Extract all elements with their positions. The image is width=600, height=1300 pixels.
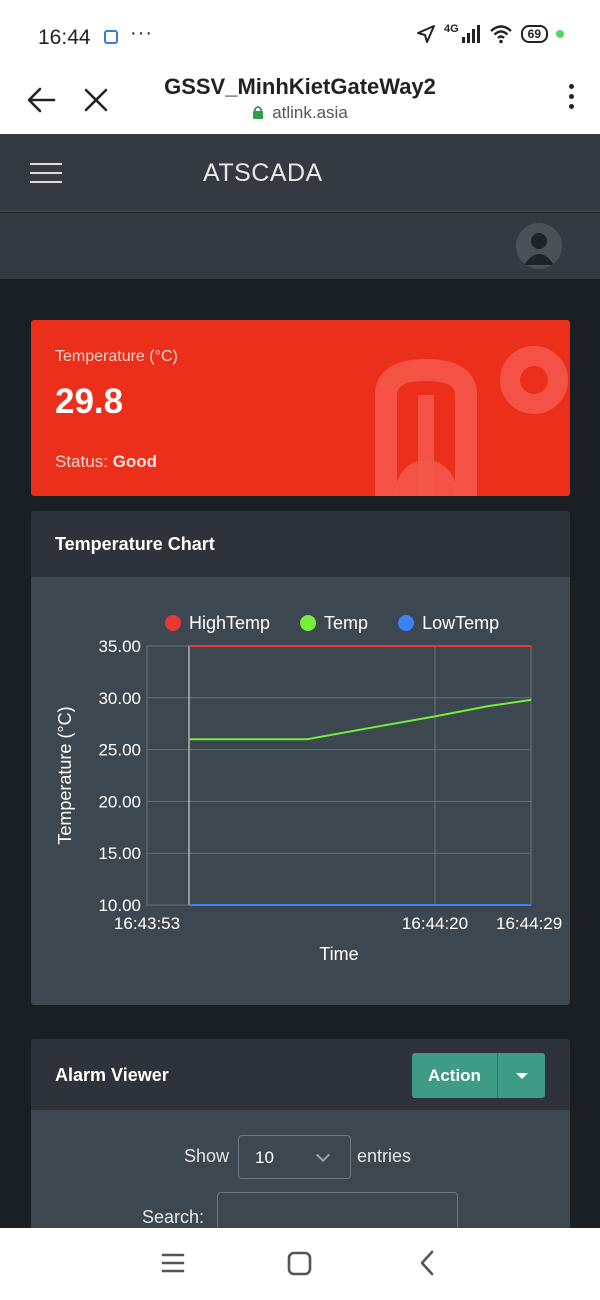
x-tick-label: 16:44:29 bbox=[496, 914, 562, 933]
status-label: Status: bbox=[55, 452, 113, 471]
url-text: atlink.asia bbox=[272, 103, 348, 122]
temperature-value: 29.8 bbox=[55, 382, 124, 421]
status-value: Good bbox=[112, 452, 158, 471]
entries-label: entries bbox=[357, 1146, 412, 1166]
y-axis-title: Temperature (°C) bbox=[55, 706, 75, 844]
privacy-dot bbox=[556, 30, 564, 38]
legend-label-temp: Temp bbox=[324, 613, 368, 633]
alarm-viewer-card: Alarm Viewer Action Show 10 entries Sear… bbox=[31, 1039, 570, 1239]
more-notifications-icon: ··· bbox=[130, 22, 153, 44]
legend-marker-lowtemp bbox=[398, 615, 415, 631]
arrow-left-icon[interactable] bbox=[26, 80, 56, 120]
temperature-card: Temperature (°C) 29.8 Status: Good bbox=[31, 320, 570, 496]
user-avatar-icon[interactable] bbox=[516, 223, 562, 269]
url-display[interactable]: atlink.asia bbox=[0, 103, 600, 123]
signal-icon bbox=[461, 25, 480, 43]
location-icon bbox=[416, 25, 435, 43]
user-bar bbox=[0, 213, 600, 279]
lock-icon bbox=[253, 106, 264, 119]
plot-area bbox=[146, 645, 532, 906]
close-icon[interactable] bbox=[82, 80, 110, 120]
battery-indicator: 69 bbox=[520, 25, 548, 43]
x-tick-label: 16:43:53 bbox=[114, 914, 180, 933]
temperature-label: Temperature (°C) bbox=[55, 348, 178, 365]
clock: 16:44 bbox=[38, 26, 91, 49]
wifi-icon bbox=[489, 25, 512, 44]
temperature-chart-card: Temperature Chart 10.00 15.00 20.00 25.00 30… bbox=[31, 511, 570, 1005]
brand-title[interactable]: ATSCADA bbox=[203, 159, 323, 187]
action-button[interactable]: Action bbox=[412, 1053, 498, 1098]
thermometer-icon bbox=[375, 346, 568, 496]
network-type: 4G bbox=[443, 23, 459, 35]
x-tick-label: 16:44:20 bbox=[402, 914, 468, 933]
home-icon[interactable] bbox=[286, 1246, 314, 1280]
action-button-group: Action bbox=[412, 1053, 545, 1098]
temperature-chart[interactable]: 10.00 15.00 20.00 25.00 30.00 35.00 16:43:53 16… bbox=[31, 577, 570, 1005]
chart-card-header: Temperature Chart bbox=[31, 511, 570, 577]
person-icon bbox=[524, 233, 554, 265]
x-axis-title: Time bbox=[319, 944, 358, 964]
y-tick-label: 35.00 bbox=[98, 637, 141, 656]
notification-icon bbox=[104, 30, 118, 44]
entries-control: Show 10 entries bbox=[31, 1135, 570, 1179]
entries-select[interactable]: 10 bbox=[238, 1135, 351, 1179]
show-label: Show bbox=[184, 1146, 230, 1166]
y-tick-label: 10.00 bbox=[98, 896, 141, 915]
y-tick-label: 30.00 bbox=[98, 689, 141, 708]
kebab-menu-icon[interactable] bbox=[566, 84, 576, 114]
y-tick-label: 25.00 bbox=[98, 741, 141, 760]
legend-label-hightemp: HighTemp bbox=[189, 613, 270, 633]
legend-marker-hightemp bbox=[165, 615, 181, 631]
y-tick-label: 20.00 bbox=[98, 792, 141, 811]
status-line: Status: Good bbox=[55, 452, 157, 472]
search-label: Search: bbox=[142, 1207, 205, 1227]
action-dropdown-toggle[interactable] bbox=[498, 1053, 545, 1098]
legend-label-lowtemp: LowTemp bbox=[422, 613, 499, 633]
system-nav-bar bbox=[0, 1228, 600, 1300]
page-title: GSSV_MinhKietGateWay2 bbox=[164, 74, 436, 99]
browser-toolbar: GSSV_MinhKietGateWay2 atlink.asia bbox=[0, 72, 600, 134]
system-indicators: 4G 69 bbox=[416, 23, 564, 44]
alarm-card-title: Alarm Viewer bbox=[55, 1065, 169, 1085]
entries-value: 10 bbox=[255, 1148, 274, 1167]
alarm-card-header: Alarm Viewer Action bbox=[31, 1039, 570, 1110]
chevron-down-icon bbox=[315, 1147, 331, 1163]
chart-card-title: Temperature Chart bbox=[55, 534, 215, 554]
y-tick-label: 15.00 bbox=[98, 844, 141, 863]
status-bar: 16:44 ··· 4G 69 bbox=[0, 0, 600, 72]
hamburger-icon[interactable] bbox=[30, 163, 62, 190]
legend-marker-temp bbox=[300, 615, 317, 631]
recent-apps-icon[interactable] bbox=[160, 1246, 186, 1280]
app-header: ATSCADA bbox=[0, 134, 600, 212]
series-line-temp bbox=[189, 698, 532, 741]
back-nav-icon[interactable] bbox=[416, 1246, 438, 1280]
